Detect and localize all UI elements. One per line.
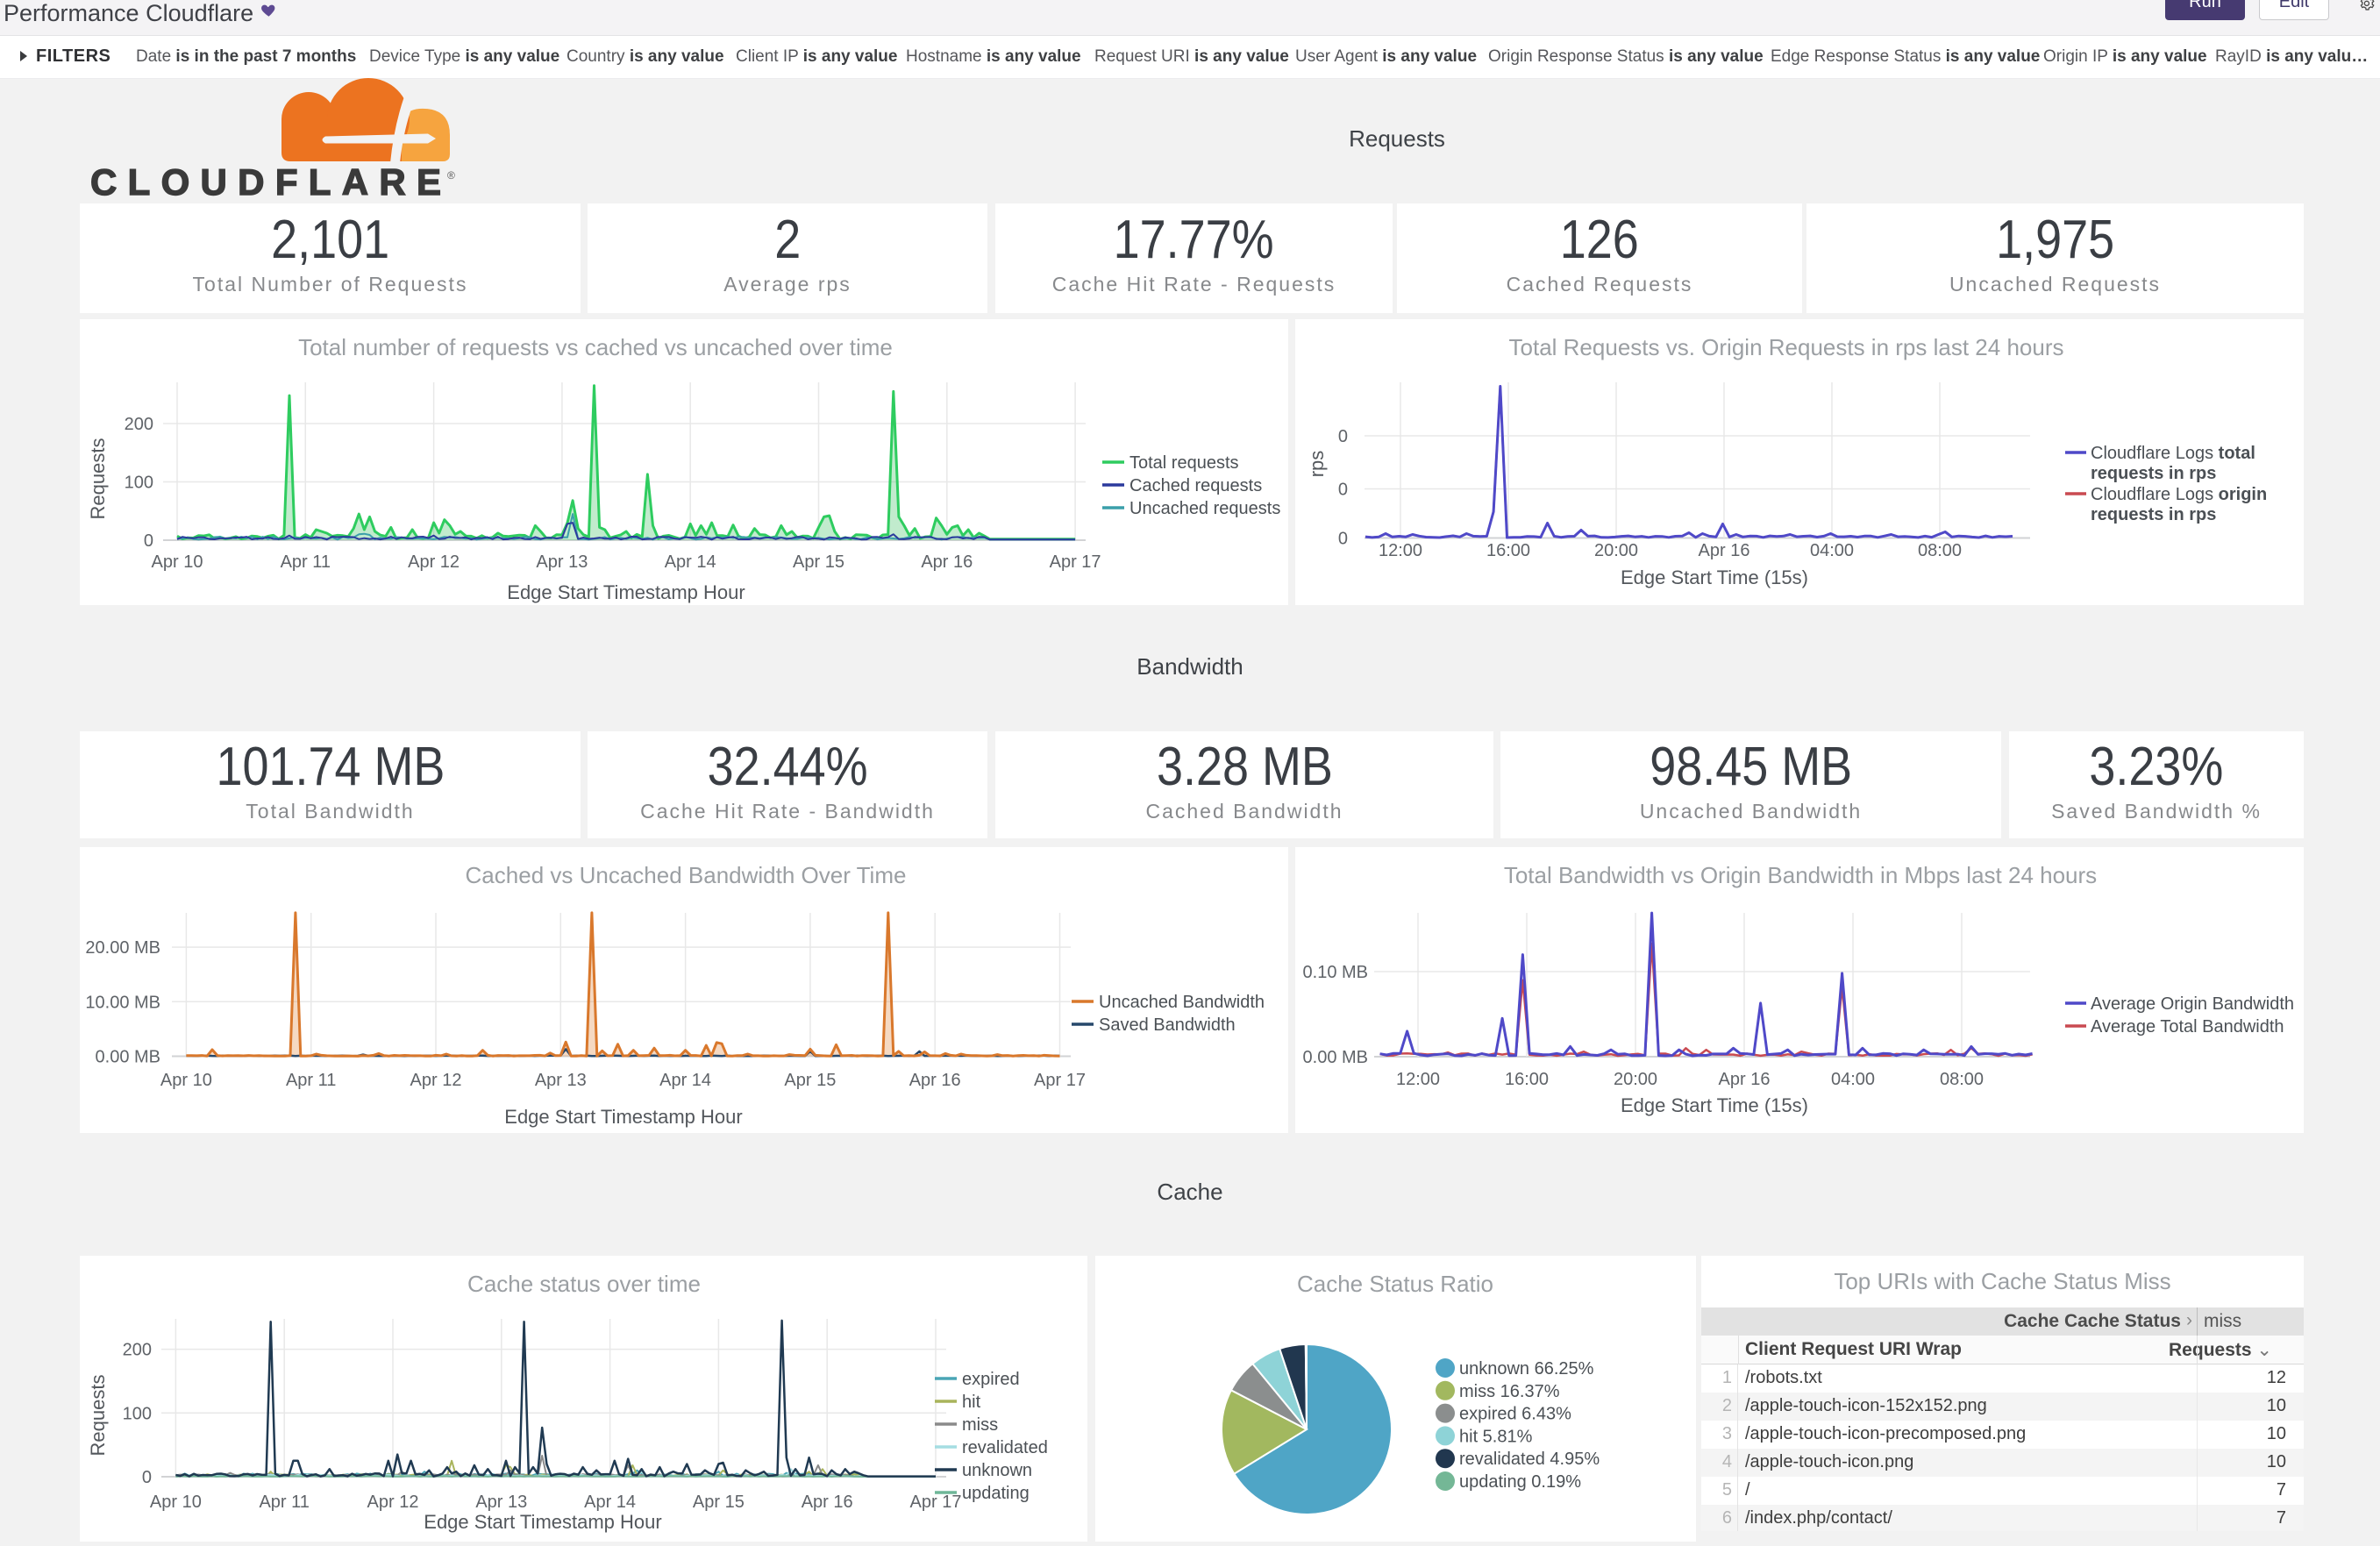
svg-text:0: 0 (142, 1468, 152, 1487)
svg-text:CLOUDFLARE: CLOUDFLARE (90, 161, 445, 203)
svg-text:0: 0 (144, 531, 153, 551)
svg-text:hit: hit (962, 1393, 981, 1412)
svg-text:Edge Start Time (15s): Edge Start Time (15s) (1621, 1094, 1808, 1116)
svg-text:04:00: 04:00 (1810, 541, 1854, 560)
svg-text:Apr 11: Apr 11 (286, 1071, 336, 1090)
svg-text:0: 0 (1338, 530, 1348, 549)
svg-text:Apr 13: Apr 13 (535, 1071, 587, 1090)
svg-text:0.00 MB: 0.00 MB (1303, 1048, 1368, 1067)
svg-text:0.10 MB: 0.10 MB (1303, 963, 1368, 982)
svg-text:updating 0.19%: updating 0.19% (1459, 1472, 1581, 1492)
svg-text:revalidated 4.95%: revalidated 4.95% (1459, 1450, 1600, 1469)
svg-text:Edge Start Timestamp Hour: Edge Start Timestamp Hour (504, 1106, 742, 1128)
svg-text:12:00: 12:00 (1379, 541, 1422, 560)
svg-text:200: 200 (123, 1341, 152, 1360)
svg-text:®: ® (447, 169, 455, 182)
svg-text:Apr 17: Apr 17 (1034, 1071, 1086, 1090)
svg-text:Uncached Bandwidth: Uncached Bandwidth (1099, 993, 1265, 1012)
svg-text:miss 16.37%: miss 16.37% (1459, 1382, 1560, 1401)
svg-text:Apr 10: Apr 10 (160, 1071, 212, 1090)
svg-text:Total Bandwidth vs Origin Band: Total Bandwidth vs Origin Bandwidth in M… (1504, 862, 2097, 888)
svg-text:miss: miss (962, 1415, 998, 1435)
svg-text:Requests: Requests (87, 438, 109, 520)
svg-text:20.00 MB: 20.00 MB (85, 938, 160, 958)
svg-text:100: 100 (125, 474, 153, 493)
svg-text:updating: updating (962, 1484, 1030, 1503)
svg-text:Average Total Bandwidth: Average Total Bandwidth (2091, 1017, 2284, 1037)
svg-text:0.00 MB: 0.00 MB (96, 1048, 160, 1067)
svg-text:expired: expired (962, 1370, 1020, 1389)
svg-text:16:00: 16:00 (1505, 1070, 1549, 1089)
svg-text:Uncached requests: Uncached requests (1129, 499, 1280, 518)
svg-text:12:00: 12:00 (1396, 1070, 1440, 1089)
svg-text:Saved Bandwidth: Saved Bandwidth (1099, 1015, 1236, 1035)
svg-text:Apr 13: Apr 13 (475, 1493, 527, 1512)
svg-text:Apr 12: Apr 12 (410, 1071, 462, 1090)
svg-text:hit 5.81%: hit 5.81% (1459, 1427, 1533, 1446)
svg-text:Apr 10: Apr 10 (152, 552, 203, 572)
svg-text:Apr 11: Apr 11 (281, 552, 331, 572)
svg-text:Edge Start Timestamp Hour: Edge Start Timestamp Hour (424, 1511, 661, 1533)
svg-text:16:00: 16:00 (1486, 541, 1530, 560)
svg-text:Cloudflare Logs total: Cloudflare Logs total (2091, 444, 2255, 463)
svg-text:Cached requests: Cached requests (1129, 476, 1262, 495)
svg-text:requests in rps: requests in rps (2091, 464, 2216, 483)
svg-text:Total requests: Total requests (1129, 453, 1239, 473)
svg-text:Apr 14: Apr 14 (665, 552, 716, 572)
svg-text:Apr 14: Apr 14 (584, 1493, 636, 1512)
svg-text:Apr 17: Apr 17 (1050, 552, 1101, 572)
svg-text:Apr 11: Apr 11 (259, 1493, 309, 1512)
svg-text:0: 0 (1338, 427, 1348, 446)
svg-text:Apr 15: Apr 15 (693, 1493, 745, 1512)
svg-text:Cache Status Ratio: Cache Status Ratio (1297, 1271, 1493, 1297)
svg-text:Apr 12: Apr 12 (367, 1493, 419, 1512)
svg-text:Apr 14: Apr 14 (659, 1071, 711, 1090)
svg-text:Apr 17: Apr 17 (910, 1493, 962, 1512)
svg-text:Apr 16: Apr 16 (1699, 541, 1750, 560)
svg-text:Edge Start Time (15s): Edge Start Time (15s) (1621, 566, 1808, 588)
svg-text:Apr 13: Apr 13 (536, 552, 588, 572)
svg-text:Edge Start Timestamp Hour: Edge Start Timestamp Hour (507, 581, 745, 603)
svg-text:Apr 15: Apr 15 (784, 1071, 836, 1090)
svg-text:Apr 12: Apr 12 (408, 552, 460, 572)
svg-text:Apr 15: Apr 15 (793, 552, 844, 572)
svg-text:Total number of requests vs ca: Total number of requests vs cached vs un… (298, 334, 893, 360)
svg-text:20:00: 20:00 (1614, 1070, 1657, 1089)
svg-text:Apr 16: Apr 16 (802, 1493, 853, 1512)
svg-text:Apr 16: Apr 16 (909, 1071, 961, 1090)
svg-text:0: 0 (1338, 481, 1348, 500)
svg-text:Cloudflare Logs origin: Cloudflare Logs origin (2091, 485, 2267, 504)
svg-text:08:00: 08:00 (1940, 1070, 1984, 1089)
svg-text:Apr 10: Apr 10 (150, 1493, 202, 1512)
svg-text:expired 6.43%: expired 6.43% (1459, 1405, 1571, 1424)
svg-text:Average Origin Bandwidth: Average Origin Bandwidth (2091, 994, 2294, 1014)
svg-text:Total Requests vs. Origin Requ: Total Requests vs. Origin Requests in rp… (1509, 334, 2064, 360)
svg-text:unknown: unknown (962, 1461, 1032, 1480)
svg-text:rps: rps (1306, 451, 1328, 478)
svg-text:08:00: 08:00 (1918, 541, 1962, 560)
svg-text:10.00 MB: 10.00 MB (85, 993, 160, 1012)
svg-text:Apr 16: Apr 16 (921, 552, 973, 572)
svg-text:100: 100 (123, 1404, 152, 1423)
svg-text:Requests: Requests (87, 1375, 109, 1457)
svg-text:200: 200 (125, 415, 153, 434)
svg-text:unknown 66.25%: unknown 66.25% (1459, 1359, 1594, 1379)
svg-text:revalidated: revalidated (962, 1438, 1048, 1457)
svg-text:Cache status over time: Cache status over time (467, 1271, 701, 1297)
svg-text:04:00: 04:00 (1831, 1070, 1875, 1089)
svg-text:requests in rps: requests in rps (2091, 505, 2216, 524)
svg-text:20:00: 20:00 (1594, 541, 1638, 560)
svg-text:Apr 16: Apr 16 (1719, 1070, 1771, 1089)
svg-text:Cached vs Uncached Bandwidth O: Cached vs Uncached Bandwidth Over Time (466, 862, 907, 888)
